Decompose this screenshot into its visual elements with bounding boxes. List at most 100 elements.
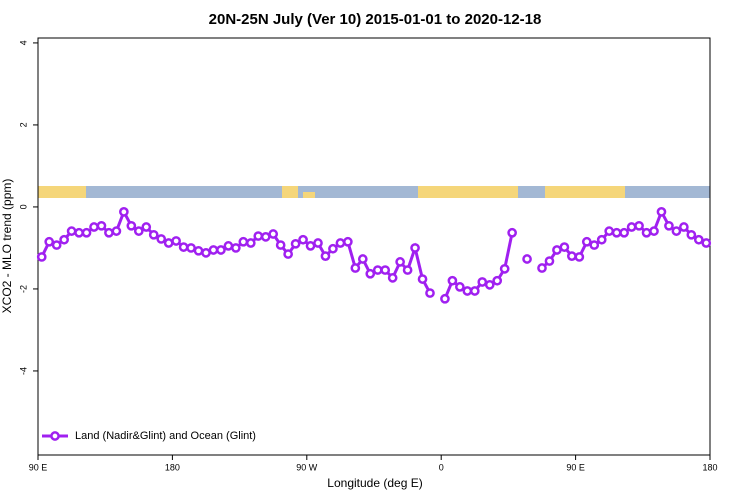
data-point bbox=[372, 265, 383, 275]
data-point bbox=[469, 286, 480, 296]
x-tick-label: 90 E bbox=[566, 462, 585, 472]
data-point bbox=[178, 242, 189, 252]
data-point bbox=[96, 220, 107, 231]
data-point bbox=[440, 293, 450, 304]
data-point bbox=[328, 243, 338, 254]
data-point bbox=[298, 234, 308, 245]
data-point bbox=[693, 234, 704, 245]
data-point bbox=[36, 252, 47, 262]
data-point bbox=[581, 236, 592, 247]
data-point bbox=[589, 240, 600, 250]
data-point bbox=[111, 226, 122, 236]
data-point bbox=[484, 279, 495, 290]
chart-title: 20N-25N July (Ver 10) 2015-01-01 to 2020… bbox=[209, 11, 542, 28]
data-point bbox=[141, 222, 152, 232]
data-point bbox=[148, 229, 159, 240]
data-point bbox=[402, 265, 413, 275]
legend-label: Land (Nadir&Glint) and Ocean (Glint) bbox=[75, 430, 256, 442]
data-point bbox=[163, 238, 174, 248]
data-point bbox=[216, 245, 226, 255]
data-point bbox=[499, 263, 510, 274]
data-point bbox=[119, 207, 129, 217]
data-point bbox=[156, 234, 167, 244]
data-point bbox=[649, 226, 659, 236]
data-point bbox=[492, 275, 503, 286]
data-point bbox=[253, 231, 264, 241]
y-tick-label: -2 bbox=[18, 285, 28, 293]
data-point bbox=[544, 256, 555, 266]
data-point bbox=[260, 232, 271, 242]
data-point bbox=[567, 251, 577, 261]
data-point bbox=[425, 288, 435, 298]
data-point bbox=[641, 227, 652, 238]
data-point bbox=[701, 238, 712, 248]
data-point bbox=[268, 229, 279, 239]
data-point bbox=[186, 243, 196, 253]
y-tick-label: 2 bbox=[18, 122, 28, 127]
data-point bbox=[305, 241, 316, 251]
data-point bbox=[365, 268, 376, 279]
x-tick-label: 90 W bbox=[296, 462, 318, 472]
x-tick-label: 180 bbox=[702, 462, 717, 472]
data-point bbox=[51, 240, 62, 250]
data-point bbox=[320, 251, 331, 261]
data-point bbox=[417, 274, 428, 284]
x-tick-label: 180 bbox=[165, 462, 180, 472]
data-point bbox=[74, 227, 84, 238]
data-point bbox=[552, 245, 562, 255]
x-tick-label: 0 bbox=[439, 462, 444, 472]
data-point bbox=[193, 245, 204, 256]
data-point bbox=[447, 275, 458, 286]
data-point bbox=[126, 220, 137, 231]
data-point bbox=[596, 234, 607, 245]
data-point bbox=[350, 263, 361, 273]
data-point bbox=[231, 243, 241, 253]
data-point bbox=[81, 227, 92, 238]
data-point bbox=[89, 222, 99, 232]
data-point bbox=[656, 207, 667, 217]
data-point bbox=[380, 265, 391, 275]
data-point bbox=[537, 263, 547, 273]
data-point bbox=[313, 238, 323, 248]
data-point bbox=[559, 242, 570, 252]
data-point bbox=[275, 240, 286, 250]
y-tick-label: 0 bbox=[18, 204, 28, 209]
data-point bbox=[44, 236, 55, 247]
data-point bbox=[201, 248, 211, 258]
data-point bbox=[679, 222, 689, 232]
data-point bbox=[387, 273, 398, 283]
data-point bbox=[335, 238, 346, 248]
data-point bbox=[290, 238, 301, 249]
data-point bbox=[223, 241, 234, 251]
data-point bbox=[671, 226, 682, 236]
data-point bbox=[410, 243, 420, 253]
data-point bbox=[395, 257, 405, 267]
data-point bbox=[343, 236, 353, 247]
data-point bbox=[664, 220, 674, 231]
data-point bbox=[66, 226, 77, 236]
x-tick-label: 90 E bbox=[29, 462, 48, 472]
data-point bbox=[455, 282, 465, 292]
data-point bbox=[171, 236, 181, 246]
data-point bbox=[507, 227, 517, 238]
data-point bbox=[611, 227, 622, 238]
data-point bbox=[462, 286, 473, 296]
y-tick-label: 4 bbox=[18, 40, 28, 45]
data-point bbox=[574, 252, 585, 262]
y-axis-label: XCO2 - MLO trend (ppm) bbox=[0, 179, 14, 314]
x-axis-label: Longitude (deg E) bbox=[327, 476, 422, 490]
data-point bbox=[477, 277, 488, 287]
data-point bbox=[245, 238, 256, 248]
data-point bbox=[133, 226, 144, 236]
data-point bbox=[357, 254, 368, 264]
data-point bbox=[283, 249, 293, 259]
data-point bbox=[59, 234, 69, 245]
data-point bbox=[686, 229, 697, 240]
data-point bbox=[619, 227, 629, 238]
legend-marker bbox=[50, 431, 60, 441]
data-point bbox=[238, 236, 249, 247]
plot-frame bbox=[37, 37, 711, 456]
data-point bbox=[626, 222, 637, 232]
map-strip bbox=[38, 186, 710, 198]
